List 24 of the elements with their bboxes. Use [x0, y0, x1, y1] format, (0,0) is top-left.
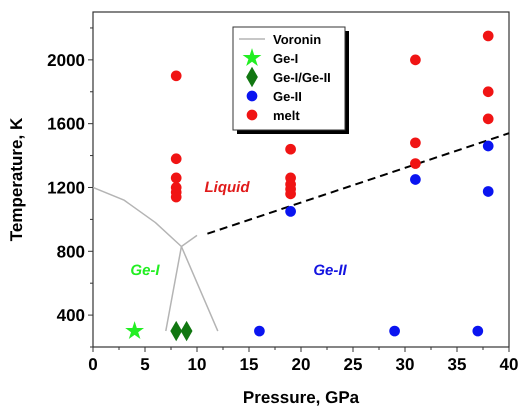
y-tick-label: 1200 [47, 178, 85, 198]
x-axis-title: Pressure, GPa [242, 388, 360, 407]
legend-label: Ge-II [273, 89, 302, 104]
x-tick-label: 25 [344, 355, 362, 374]
annotation: Liquid [204, 179, 250, 196]
y-axis-title: Temperature, K [7, 117, 26, 242]
y-tick-label: 800 [56, 242, 85, 262]
x-tick-label: 35 [448, 355, 466, 374]
legend-label: melt [273, 108, 300, 123]
x-tick-label: 0 [88, 355, 98, 374]
x-tick-label: 30 [396, 355, 414, 374]
y-tick-label: 1600 [47, 114, 85, 134]
y-tick-label: 400 [56, 306, 85, 326]
x-tick-label: 20 [292, 355, 310, 374]
x-tick-label: 15 [240, 355, 258, 374]
annotation: Ge-II [313, 262, 348, 279]
x-tick-label: 40 [500, 355, 518, 374]
annotation: Ge-I [130, 262, 160, 279]
x-tick-label: 10 [188, 355, 206, 374]
y-tick-label: 2000 [47, 50, 85, 70]
legend-label: Voronin [273, 32, 322, 47]
legend-label: Ge-I/Ge-II [273, 70, 331, 85]
legend-label: Ge-I [273, 51, 298, 66]
x-tick-label: 5 [140, 355, 150, 374]
